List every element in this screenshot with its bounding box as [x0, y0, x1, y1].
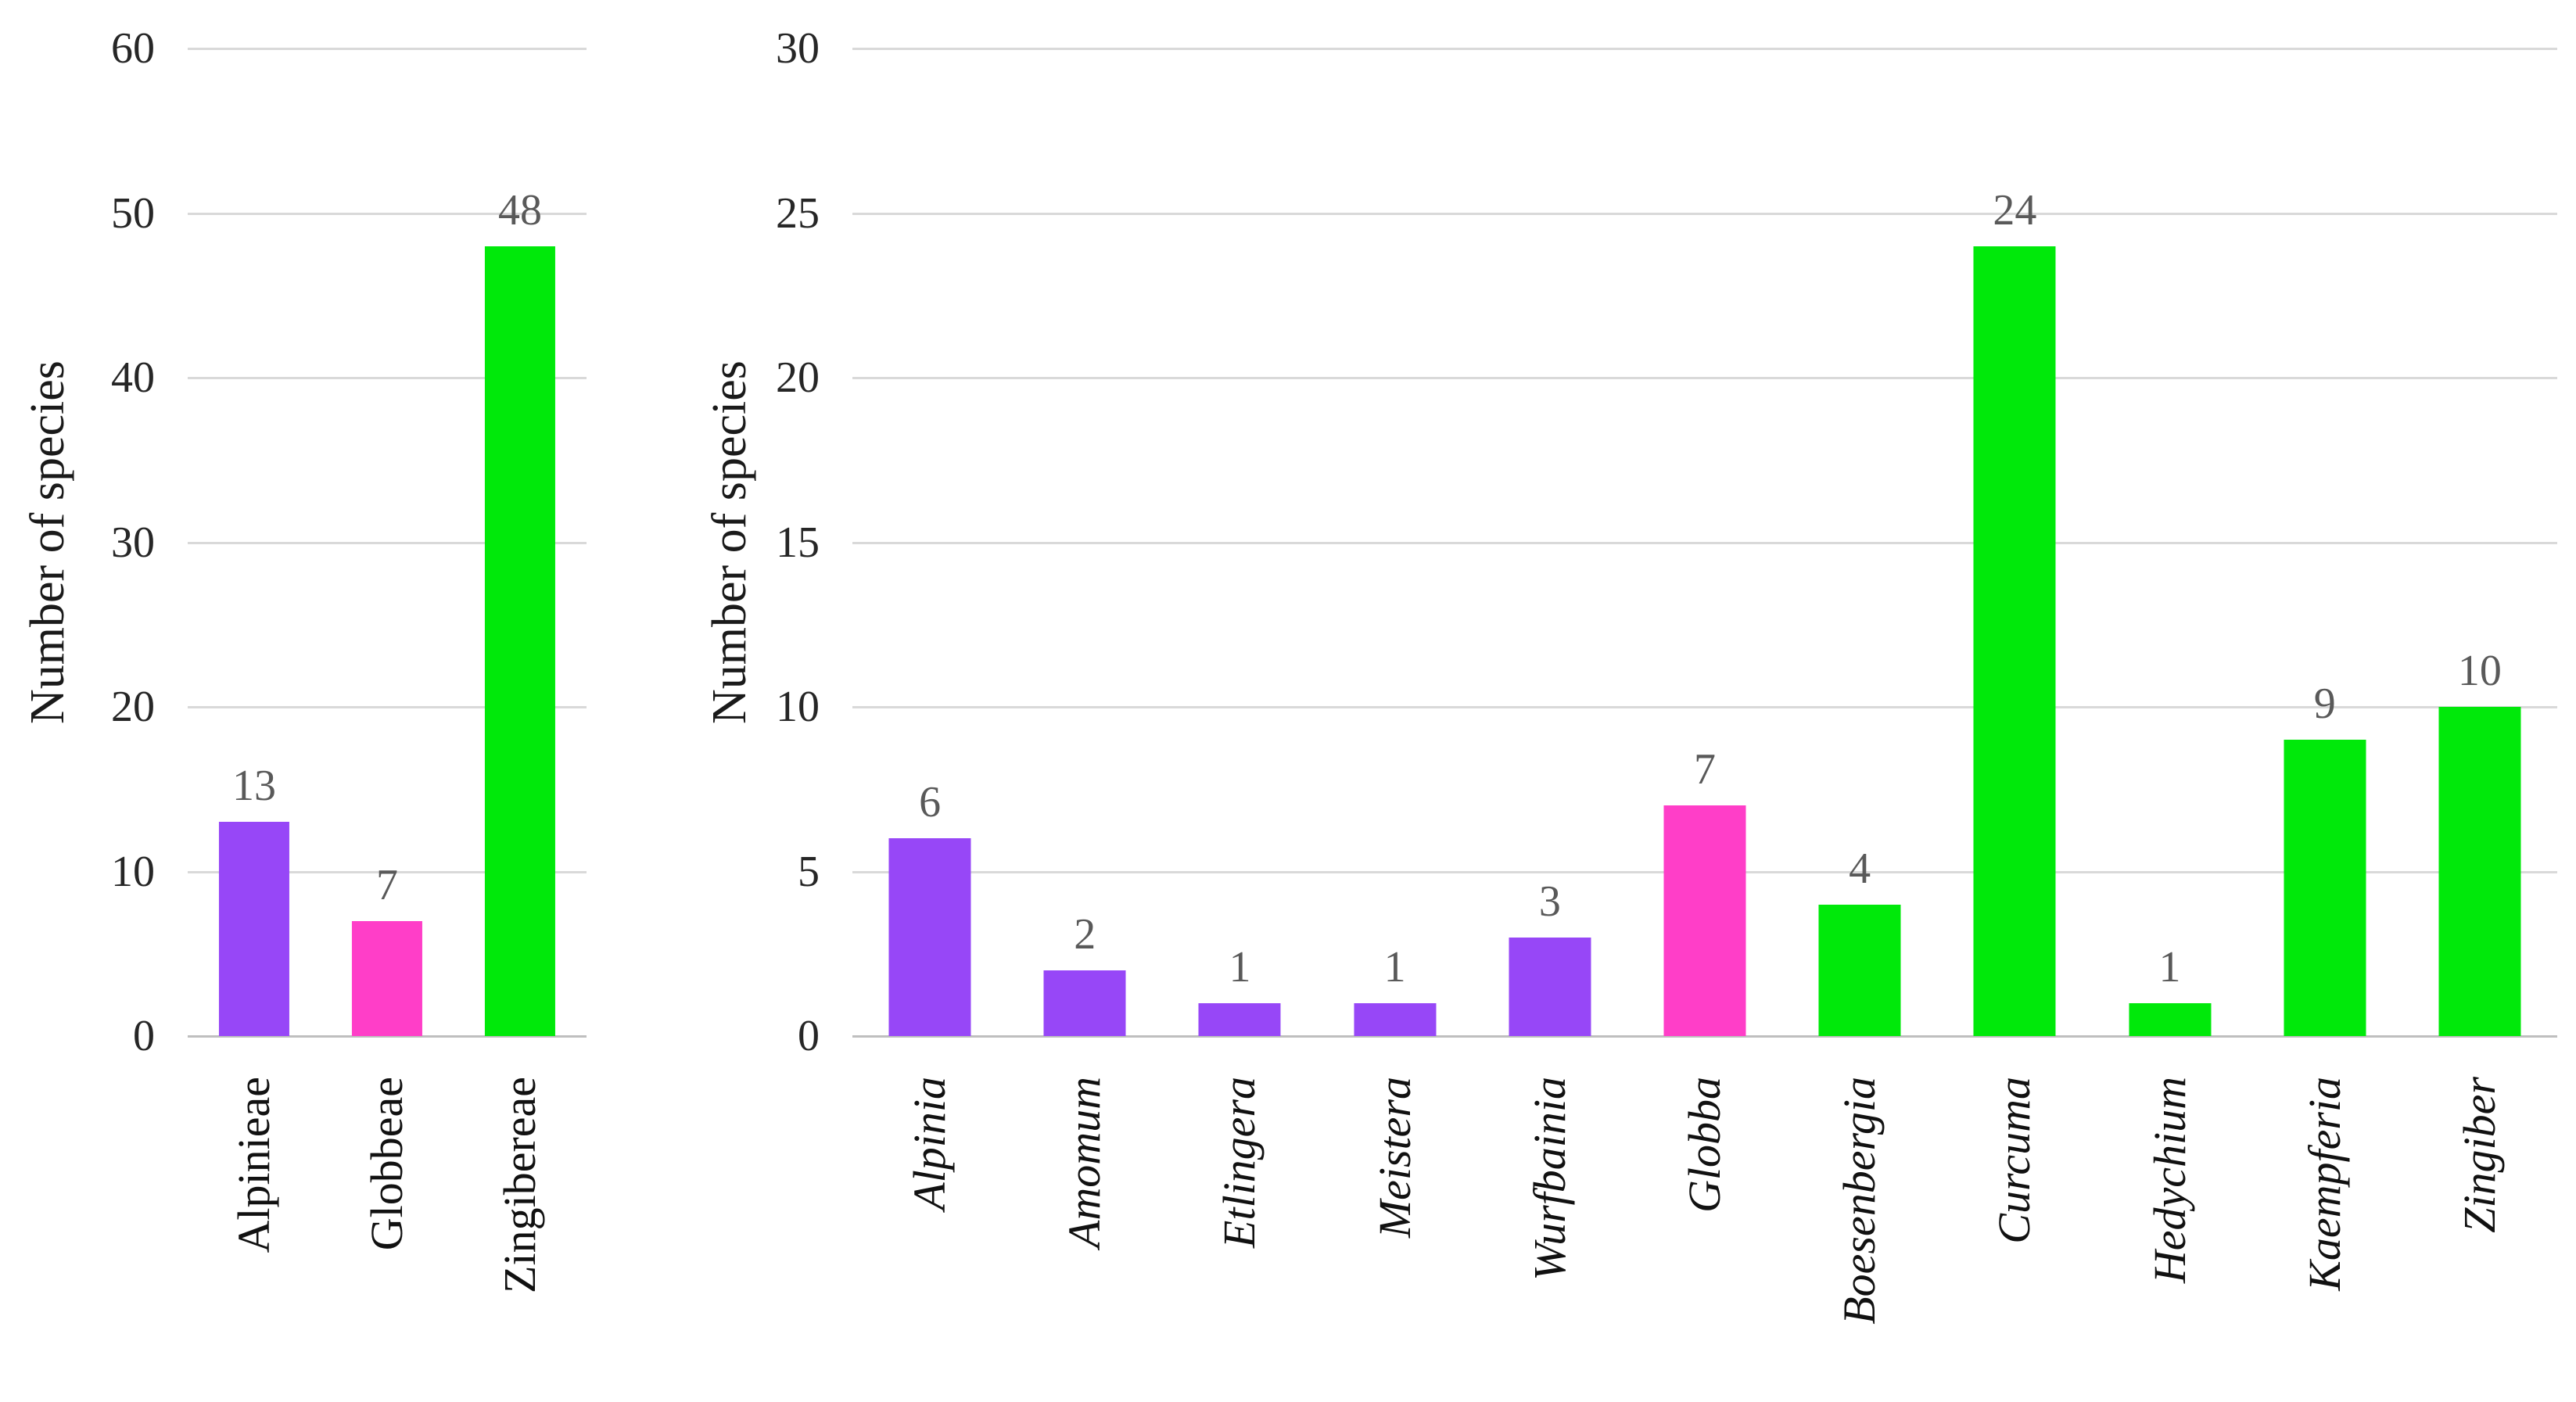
y-tick-label: 5 [798, 847, 820, 896]
bar-value-label: 10 [2457, 647, 2502, 696]
y-tick-label: 25 [776, 188, 820, 238]
gridline [188, 870, 587, 873]
bar-value-label: 1 [2158, 942, 2181, 991]
gridline [852, 377, 2557, 380]
y-axis-title: Number of species [21, 360, 74, 724]
y-tick-label: 10 [776, 683, 820, 731]
y-tick-label: 20 [111, 683, 155, 731]
bar-value-label: 13 [232, 762, 276, 811]
x-category-label: Amomum [1059, 1077, 1110, 1249]
y-tick-label: 50 [111, 188, 155, 238]
x-category-label: Alpinieae [228, 1077, 279, 1253]
bar-value-label: 1 [1229, 942, 1251, 991]
bar-zingibereae [484, 246, 556, 1036]
x-category-label: Wurfbainia [1523, 1077, 1575, 1282]
bar-globba [1663, 805, 1746, 1036]
x-category-label: Zingiber [2453, 1077, 2505, 1233]
bar-value-label: 4 [1849, 844, 1871, 893]
x-category-label: Curcuma [1989, 1077, 2040, 1244]
bar-etlingera [1198, 1002, 1281, 1036]
bar-value-label: 1 [1383, 942, 1406, 991]
bar-value-label: 9 [2313, 679, 2336, 729]
y-tick-label: 30 [776, 24, 820, 73]
y-tick-label: 60 [111, 24, 155, 73]
y-tick-label: 15 [776, 518, 820, 567]
bar-kaempferia [2284, 740, 2366, 1036]
y-tick-label: 10 [111, 847, 155, 896]
bar-value-label: 2 [1074, 909, 1096, 959]
bar-hedychium [2129, 1002, 2212, 1036]
tribes-species-bar-chart: Number of species 0 10 20 30 40 50 60 13 Alpinie… [0, 0, 626, 1402]
x-category-label: Alpinia [904, 1077, 956, 1210]
y-tick-label: 40 [111, 353, 155, 402]
gridline [188, 212, 587, 215]
bar-value-label: 6 [919, 778, 942, 827]
x-category-label: Kaempferia [2298, 1077, 2350, 1291]
x-category-label: Globba [1679, 1077, 1730, 1213]
y-tick-label: 0 [798, 1012, 820, 1060]
bar-globbeae [351, 920, 423, 1036]
bar-alpinia [888, 838, 971, 1036]
gridline [852, 212, 2557, 215]
x-category-label: Boesenbergia [1834, 1077, 1885, 1325]
bar-value-label: 7 [376, 860, 398, 909]
gridline [852, 48, 2557, 50]
x-category-label: Etlingera [1214, 1077, 1265, 1249]
gridline [188, 377, 587, 380]
x-category-label: Hedychium [2144, 1077, 2195, 1284]
bar-zingiber [2438, 707, 2521, 1036]
bar-amomum [1043, 970, 1126, 1036]
x-category-label: Zingibereae [494, 1077, 545, 1293]
x-axis-line [852, 1035, 2557, 1038]
bar-curcuma [1973, 246, 2056, 1036]
bar-value-label: 24 [1993, 185, 2037, 235]
x-axis-line [188, 1035, 587, 1038]
bar-value-label: 7 [1694, 745, 1716, 794]
plot-area: 0 10 20 30 40 50 60 13 Alpinieae 7 Globbeae 48 Zingi… [111, 27, 587, 1293]
gridline [188, 48, 587, 50]
gridline [852, 706, 2557, 709]
bar-meistera [1354, 1002, 1437, 1036]
bar-boesenbergia [1818, 904, 1901, 1036]
bar-value-label: 3 [1538, 877, 1561, 926]
gridline [188, 541, 587, 544]
y-tick-label: 0 [133, 1012, 155, 1060]
bar-alpinieae [218, 822, 290, 1036]
y-tick-label: 30 [111, 518, 155, 567]
bar-wurfbainia [1509, 937, 1591, 1036]
x-category-label: Globbeae [361, 1077, 412, 1251]
bar-value-label: 48 [498, 185, 542, 235]
genera-species-bar-chart: Number of species 0 5 10 15 20 25 30 6 Alpinia 2 A… [657, 0, 2576, 1402]
y-tick-label: 20 [776, 353, 820, 402]
plot-area: 0 5 10 15 20 25 30 6 Alpinia 2 Amomum 1 Etlingera 1 Me… [776, 27, 2557, 1325]
gridline [188, 706, 587, 709]
y-axis-title: Number of species [703, 360, 756, 724]
gridline [852, 541, 2557, 544]
x-category-label: Meistera [1369, 1077, 1420, 1239]
